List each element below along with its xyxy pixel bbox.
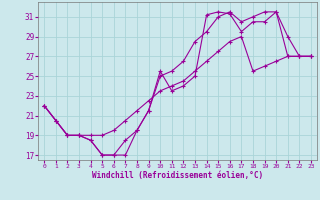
X-axis label: Windchill (Refroidissement éolien,°C): Windchill (Refroidissement éolien,°C) — [92, 171, 263, 180]
